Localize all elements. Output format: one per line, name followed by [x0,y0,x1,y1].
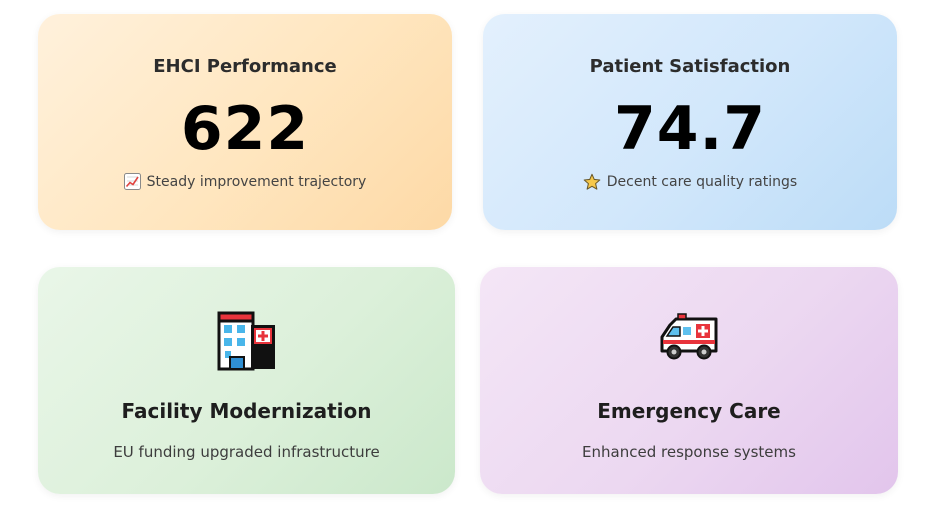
facility-modernization-title: Facility Modernization [121,399,372,423]
chart-increasing-icon [123,173,141,190]
ehci-performance-title: EHCI Performance [153,56,337,77]
ehci-performance-subtitle-row: Steady improvement trajectory [38,173,452,190]
ehci-performance-value: 622 [180,94,310,164]
patient-satisfaction-subtitle: Decent care quality ratings [606,174,798,190]
patient-satisfaction-subtitle-row: Decent care quality ratings [483,173,897,191]
ehci-performance-subtitle: Steady improvement trajectory [146,173,367,190]
emergency-care-subtitle: Enhanced response systems [582,443,796,461]
emergency-care-title: Emergency Care [597,399,781,423]
patient-satisfaction-card: Patient Satisfaction 74.7 Decent care qu… [483,14,897,230]
emergency-care-card: Emergency Care Enhanced response systems [480,267,898,494]
ambulance-icon [658,311,720,361]
facility-modernization-card: Facility Modernization EU funding upgrad… [38,267,455,494]
star-icon [583,173,601,191]
hospital-icon [217,311,277,371]
patient-satisfaction-title: Patient Satisfaction [589,56,791,77]
patient-satisfaction-value: 74.7 [613,94,767,164]
facility-modernization-subtitle: EU funding upgraded infrastructure [113,443,380,461]
ehci-performance-card: EHCI Performance 622 Steady improvement … [38,14,452,230]
